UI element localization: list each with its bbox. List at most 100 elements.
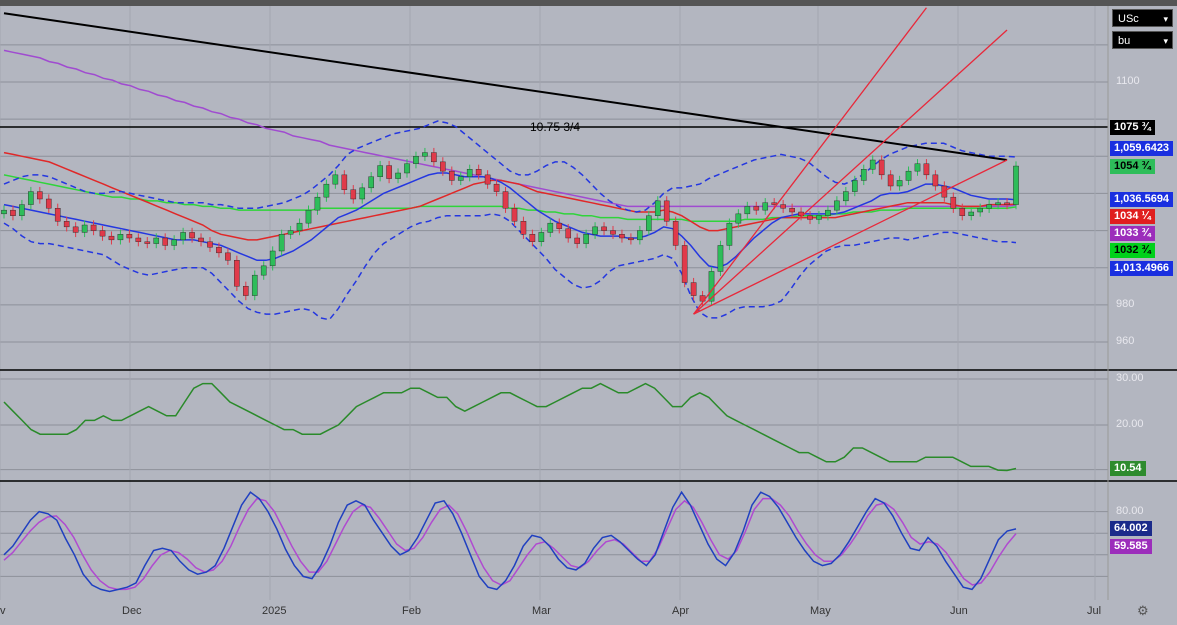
candle-body[interactable] [386, 165, 392, 179]
black-trendline[interactable] [3, 12, 1008, 161]
candle-body[interactable] [440, 161, 446, 172]
candle-body[interactable] [144, 241, 151, 244]
candle-body[interactable] [457, 176, 464, 181]
candle-body[interactable] [753, 206, 760, 211]
candle-body[interactable] [950, 196, 957, 209]
candle-body[interactable] [305, 209, 312, 224]
candle-body[interactable] [843, 191, 849, 202]
candle-body[interactable] [323, 183, 330, 198]
candle-body[interactable] [610, 230, 616, 235]
candle-body[interactable] [475, 169, 482, 176]
candle-body[interactable] [135, 237, 142, 242]
candle-body[interactable] [565, 228, 572, 239]
candle-body[interactable] [243, 286, 249, 296]
candle-body[interactable] [10, 209, 16, 216]
candle-body[interactable] [923, 163, 930, 176]
candle-body[interactable] [646, 215, 652, 231]
candle-body[interactable] [789, 208, 795, 213]
candle-body[interactable] [914, 163, 921, 172]
candle-body[interactable] [404, 163, 410, 174]
candle-body[interactable] [717, 245, 724, 272]
candle-body[interactable] [63, 221, 70, 228]
candle-body[interactable] [932, 174, 939, 187]
candle-body[interactable] [628, 237, 634, 241]
settings-icon[interactable]: ⚙ [1137, 603, 1149, 618]
candle-body[interactable] [287, 230, 294, 235]
candle-body[interactable] [108, 235, 115, 241]
unit-dropdown[interactable]: bu ▾ [1112, 31, 1173, 49]
candle-body[interactable] [54, 208, 61, 222]
candle-body[interactable] [887, 174, 894, 187]
candle-body[interactable] [198, 237, 204, 242]
candle-body[interactable] [484, 174, 491, 185]
adx-line[interactable] [3, 382, 1017, 472]
candle-body[interactable] [207, 241, 213, 248]
candle-body[interactable] [977, 208, 983, 213]
candle-body[interactable] [780, 204, 786, 209]
candle-body[interactable] [126, 234, 133, 239]
candle-body[interactable] [117, 234, 124, 241]
candle-body[interactable] [654, 200, 661, 216]
fan-ray[interactable] [693, 7, 927, 315]
fan-ray[interactable] [693, 29, 1008, 315]
candle-body[interactable] [37, 191, 43, 200]
candle-body[interactable] [341, 174, 348, 190]
candle-body[interactable] [296, 222, 303, 231]
candle-body[interactable] [19, 204, 25, 216]
candle-body[interactable] [834, 200, 840, 211]
candle-body[interactable] [574, 237, 580, 244]
candle-body[interactable] [1004, 202, 1010, 205]
candle-body[interactable] [216, 247, 222, 254]
candle-body[interactable] [1, 209, 7, 215]
candle-body[interactable] [681, 245, 688, 283]
candle-body[interactable] [422, 152, 428, 157]
candle-body[interactable] [878, 159, 885, 176]
stoch-k-line[interactable] [3, 490, 1017, 593]
candle-body[interactable] [368, 176, 374, 189]
fan-ray[interactable] [693, 159, 1008, 315]
candle-body[interactable] [529, 234, 536, 242]
candle-body[interactable] [1013, 165, 1019, 205]
candle-body[interactable] [269, 250, 276, 267]
candle-body[interactable] [816, 215, 822, 220]
candle-body[interactable] [807, 215, 813, 220]
candle-body[interactable] [260, 265, 267, 276]
candle-body[interactable] [583, 234, 589, 244]
candle-body[interactable] [511, 208, 518, 222]
candle-body[interactable] [180, 232, 186, 241]
candle-body[interactable] [90, 224, 97, 231]
candle-body[interactable] [448, 170, 455, 181]
candle-body[interactable] [189, 232, 195, 239]
candle-body[interactable] [171, 239, 177, 246]
candle-body[interactable] [72, 226, 79, 233]
bollinger-lower-line[interactable] [3, 213, 1017, 321]
candle-body[interactable] [466, 169, 473, 177]
bollinger-mid-line[interactable] [3, 172, 1017, 269]
candle-body[interactable] [547, 222, 554, 233]
candle-body[interactable] [332, 174, 339, 185]
candle-body[interactable] [251, 274, 258, 296]
candle-body[interactable] [162, 237, 169, 246]
candle-body[interactable] [502, 191, 509, 209]
candle-body[interactable] [663, 200, 670, 222]
candle-body[interactable] [99, 230, 106, 237]
candle-body[interactable] [762, 202, 769, 211]
candle-body[interactable] [556, 222, 563, 229]
candle-body[interactable] [493, 183, 500, 192]
candle-body[interactable] [234, 260, 240, 287]
candle-body[interactable] [905, 170, 912, 181]
candle-body[interactable] [672, 221, 679, 246]
candle-body[interactable] [825, 209, 831, 216]
candle-body[interactable] [726, 222, 733, 246]
price-pane[interactable] [0, 7, 1108, 321]
stochastic-pane[interactable] [3, 490, 1017, 593]
candle-body[interactable] [637, 230, 643, 241]
candle-body[interactable] [278, 234, 285, 252]
candle-body[interactable] [28, 191, 34, 205]
candle-body[interactable] [314, 196, 321, 211]
candle-body[interactable] [869, 159, 876, 170]
candle-body[interactable] [619, 234, 625, 239]
candle-body[interactable] [45, 198, 52, 209]
candle-body[interactable] [860, 169, 867, 181]
